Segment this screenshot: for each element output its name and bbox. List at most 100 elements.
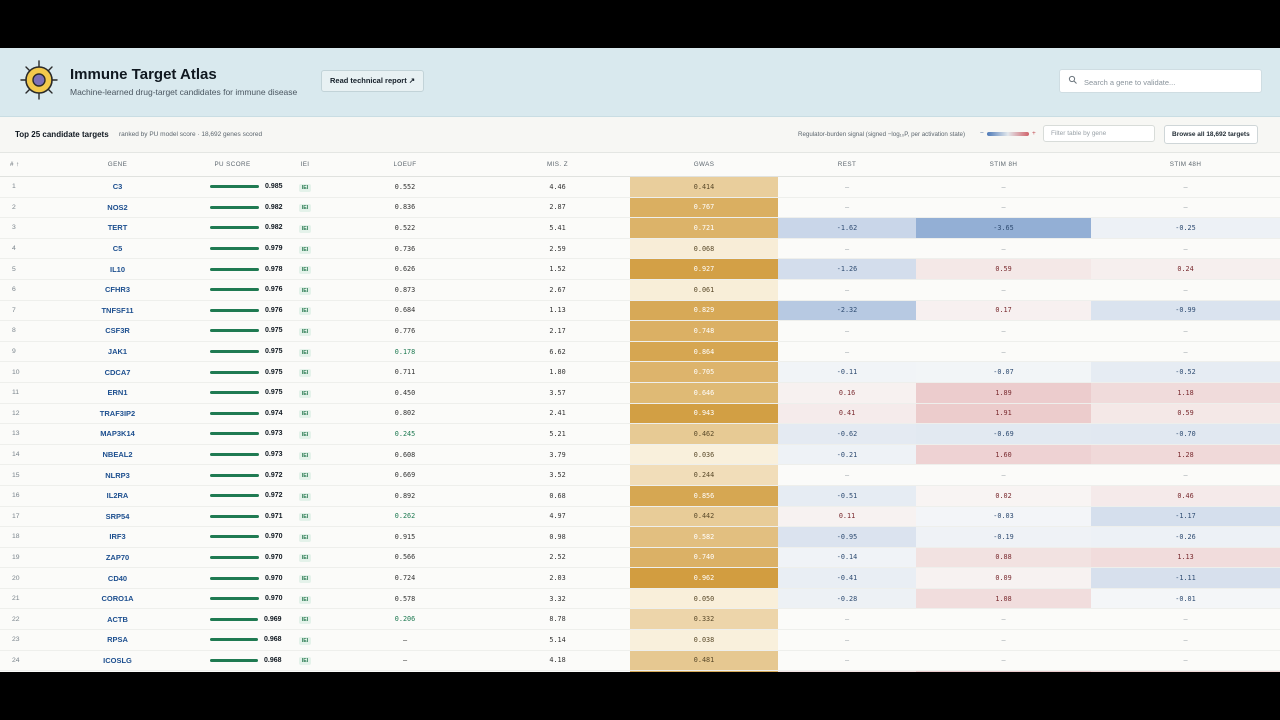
col-header-mis-z[interactable]: MIS. Z	[485, 153, 630, 177]
table-row[interactable]: 1 C3 0.985 IEI 0.552 4.46 0.414– – –	[0, 176, 1280, 198]
gene-link[interactable]: IKBKE	[55, 670, 180, 672]
table-row[interactable]: 13 MAP3K14 0.973 IEI 0.245 5.21 0.462 -0.62 -0.6…	[0, 423, 1280, 445]
loeuf-value: 0.450	[325, 382, 485, 404]
table-row[interactable]: 20 CD40 0.970 IEI 0.724 2.03 0.962 -0.41 0.09 -1.…	[0, 567, 1280, 589]
gwas-value: 0.061	[630, 279, 778, 301]
gene-link[interactable]: TERT	[55, 217, 180, 239]
pu-score-bar	[210, 432, 259, 436]
table-row[interactable]: 3 TERT 0.982 IEI 0.522 5.41 0.721 -1.62 -3.65 -0.…	[0, 217, 1280, 239]
browse-all-button[interactable]: Browse all 18,692 targets	[1164, 125, 1258, 144]
table-row[interactable]: 7 TNFSF11 0.976 IEI 0.684 1.13 0.829 -2.32 0.17-…	[0, 300, 1280, 322]
table-row[interactable]: 9 JAK1 0.975 IEI 0.178 6.62 0.864– – –	[0, 341, 1280, 363]
gene-link[interactable]: IRF3	[55, 526, 180, 548]
gene-link[interactable]: CSF3R	[55, 320, 180, 342]
col-header-pu-score[interactable]: PU SCORE	[180, 153, 285, 177]
gene-link[interactable]: NLRP3	[55, 464, 180, 486]
iei-cell: IEI	[285, 567, 325, 589]
gene-link[interactable]: IL10	[55, 258, 180, 280]
table-row[interactable]: 4 C5 0.979 IEI 0.736 2.59 0.068– – –	[0, 238, 1280, 260]
col-header-stim-8h[interactable]: STIM 8H	[916, 153, 1091, 177]
gene-search-box[interactable]	[1059, 69, 1262, 94]
pu-score-cell: 0.973	[180, 444, 285, 466]
col-header-gwas[interactable]: GWAS	[630, 153, 778, 177]
gene-link[interactable]: JAK1	[55, 341, 180, 363]
stim-8h-signal: -3.65	[916, 217, 1091, 239]
table-row[interactable]: 23 RPSA 0.968 IEI –5.14 0.038– – –	[0, 629, 1280, 651]
gene-link[interactable]: SRP54	[55, 506, 180, 528]
table-row[interactable]: 5 IL10 0.978 IEI 0.626 1.52 0.927 -1.26 0.59 0.24	[0, 258, 1280, 280]
row-rank: 10	[0, 361, 55, 383]
gene-link[interactable]: ACTB	[55, 608, 180, 631]
stim-48h-signal: –	[1091, 279, 1280, 301]
pu-score-value: 0.973	[265, 451, 283, 459]
filter-input[interactable]	[1043, 125, 1155, 142]
gene-link[interactable]: TNFSF11	[55, 300, 180, 322]
stim-48h-signal: 0.59	[1091, 403, 1280, 425]
mis-z-value: 3.79	[485, 444, 630, 466]
gwas-value: 0.038	[630, 629, 778, 651]
table-row[interactable]: 17 SRP54 0.971 IEI 0.262 4.97 0.442 0.11 -0.03 -1…	[0, 506, 1280, 528]
table-row[interactable]: 21 CORO1A 0.970 IEI 0.578 3.32 0.050 -0.28 1.08-…	[0, 588, 1280, 610]
stim-48h-signal: –	[1091, 650, 1280, 672]
row-rank: 25	[0, 670, 55, 672]
pu-score-cell: 0.970	[180, 588, 285, 610]
stim-48h-signal: -1.11	[1091, 567, 1280, 589]
stim-8h-signal: –	[916, 341, 1091, 363]
gene-link[interactable]: CDCA7	[55, 361, 180, 383]
table-row[interactable]: 18 IRF3 0.970 IEI 0.915 0.98 0.582 -0.95 -0.19 -0…	[0, 526, 1280, 548]
col-header-rank[interactable]: # ↑	[0, 153, 55, 177]
gene-link[interactable]: IL2RA	[55, 485, 180, 507]
table-row[interactable]: 22 ACTB 0.969 IEI 0.206 8.78 0.332– – –	[0, 608, 1280, 631]
gene-link[interactable]: TRAF3IP2	[55, 403, 180, 425]
read-report-button[interactable]: Read technical report ↗	[321, 70, 425, 92]
table-row[interactable]: 16 IL2RA 0.972 IEI 0.892 0.68 0.856 -0.51 0.02 0.…	[0, 485, 1280, 507]
table-row[interactable]: 2 NOS2 0.982 IEI 0.836 2.87 0.767– – –	[0, 197, 1280, 219]
iei-badge: IEI	[298, 286, 312, 295]
table-row[interactable]: 14 NBEAL2 0.973 IEI 0.608 3.79 0.036 -0.21 1.60 1…	[0, 444, 1280, 466]
stim-8h-signal: –	[916, 238, 1091, 260]
gene-link[interactable]: MAP3K14	[55, 423, 180, 445]
row-rank: 7	[0, 300, 55, 322]
rest-signal: -2.32	[778, 300, 916, 322]
col-header-stim-48h[interactable]: STIM 48H	[1091, 153, 1280, 177]
signal-legend-label: Regulator-burden signal (signed −log₁₀P,…	[798, 131, 966, 138]
iei-badge: IEI	[298, 224, 312, 233]
gene-link[interactable]: ICOSLG	[55, 650, 180, 672]
gene-link[interactable]: RPSA	[55, 629, 180, 651]
col-header-iei[interactable]: IEI	[285, 153, 325, 177]
row-rank: 11	[0, 382, 55, 404]
gene-link[interactable]: C3	[55, 176, 180, 198]
table-row[interactable]: 11 ERN1 0.975 IEI 0.450 3.57 0.646 0.16 1.89 1.18	[0, 382, 1280, 404]
gene-link[interactable]: ZAP70	[55, 547, 180, 569]
gene-link[interactable]: CD40	[55, 567, 180, 589]
search-input[interactable]	[1082, 70, 1258, 94]
table-row[interactable]: 25IKBKE0.968IEI0.6273.250.8150.791.941.2…	[0, 670, 1280, 672]
gene-link[interactable]: CORO1A	[55, 588, 180, 610]
mis-z-value: 3.32	[485, 588, 630, 610]
gene-link[interactable]: NBEAL2	[55, 444, 180, 466]
col-header-rest[interactable]: REST	[778, 153, 916, 177]
col-header-loeuf[interactable]: LOEUF	[325, 153, 485, 177]
pu-score-cell: 0.974	[180, 403, 285, 425]
pu-score-bar	[210, 597, 259, 601]
loeuf-value: 0.522	[325, 217, 485, 239]
rest-signal: –	[778, 279, 916, 301]
table-row[interactable]: 15 NLRP3 0.972 IEI 0.669 3.52 0.244– – –	[0, 464, 1280, 486]
mis-z-value: 2.17	[485, 320, 630, 342]
iei-badge: IEI	[298, 616, 312, 625]
gene-link[interactable]: CFHR3	[55, 279, 180, 301]
row-rank: 1	[0, 176, 55, 198]
rest-signal: -0.14	[778, 547, 916, 569]
table-row[interactable]: 8 CSF3R 0.975 IEI 0.776 2.17 0.748– – –	[0, 320, 1280, 342]
col-header-gene[interactable]: GENE	[55, 153, 180, 177]
table-row[interactable]: 19 ZAP70 0.970 IEI 0.566 2.52 0.740 -0.14 0.88 1.…	[0, 547, 1280, 569]
table-row[interactable]: 6 CFHR3 0.976 IEI 0.873 2.67 0.061– – –	[0, 279, 1280, 301]
gene-link[interactable]: ERN1	[55, 382, 180, 404]
mis-z-value: 1.13	[485, 300, 630, 322]
table-row[interactable]: 12 TRAF3IP2 0.974 IEI 0.802 2.41 0.943 0.41 1.91…	[0, 403, 1280, 425]
iei-cell: IEI	[285, 300, 325, 322]
gene-link[interactable]: C5	[55, 238, 180, 260]
table-row[interactable]: 24 ICOSLG 0.968 IEI –4.18 0.481– – –	[0, 650, 1280, 672]
gene-link[interactable]: NOS2	[55, 197, 180, 219]
table-row[interactable]: 10 CDCA7 0.975 IEI 0.711 1.80 0.705 -0.11 -0.07-…	[0, 361, 1280, 383]
